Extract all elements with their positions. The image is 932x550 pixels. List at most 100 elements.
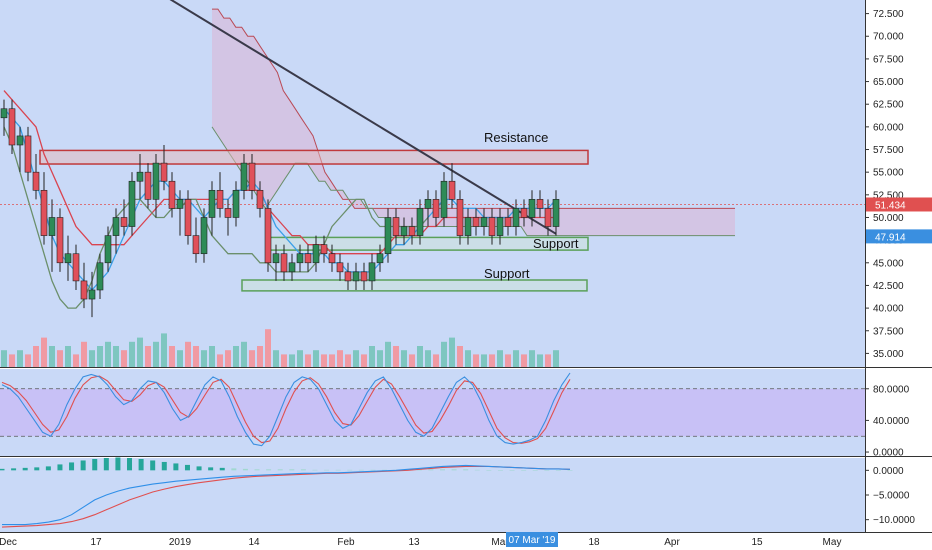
candle-body bbox=[328, 253, 336, 264]
macd-histogram-bar bbox=[277, 469, 283, 471]
candle-body bbox=[344, 271, 352, 282]
macd-histogram-bar bbox=[474, 469, 480, 471]
candle-body bbox=[464, 217, 472, 236]
volume-bar bbox=[361, 354, 367, 367]
macd-histogram-bar bbox=[289, 469, 295, 471]
volume-bar bbox=[129, 341, 135, 367]
volume-bar bbox=[89, 350, 95, 367]
candle-body bbox=[56, 217, 64, 264]
kijun-sen-line bbox=[3, 90, 556, 255]
price-tick-label: 42.500 bbox=[873, 281, 904, 292]
volume-bar bbox=[345, 354, 351, 367]
volume-bar bbox=[553, 350, 559, 367]
lagging-price-badge bbox=[866, 229, 932, 244]
volume-bar bbox=[393, 346, 399, 367]
candle-body bbox=[280, 253, 288, 273]
volume-bar bbox=[185, 341, 191, 367]
volume-bar bbox=[9, 354, 15, 367]
volume-bar bbox=[401, 350, 407, 367]
time-tick-label: Apr bbox=[664, 537, 680, 548]
volume-bar bbox=[161, 333, 167, 367]
macd-histogram-bar bbox=[555, 470, 561, 471]
macd-tick-label: −10.0000 bbox=[873, 515, 915, 526]
volume-bar bbox=[201, 350, 207, 367]
volume-bar bbox=[409, 354, 415, 367]
candle-body bbox=[408, 226, 416, 236]
macd-histogram-bar bbox=[266, 469, 272, 471]
candle-body bbox=[480, 217, 488, 227]
macd-histogram-bar bbox=[150, 460, 156, 471]
volume-bar bbox=[425, 350, 431, 367]
price-tick-label: 52.500 bbox=[873, 190, 904, 201]
candle-body bbox=[24, 135, 32, 173]
volume-bar bbox=[441, 341, 447, 367]
candle-body bbox=[264, 208, 272, 264]
volume-bar bbox=[369, 346, 375, 367]
macd-histogram-bar bbox=[300, 469, 306, 471]
macd-histogram-bar bbox=[138, 458, 144, 471]
candle-body bbox=[0, 108, 8, 119]
time-tick-label: 17 bbox=[90, 537, 102, 548]
volume-bar bbox=[65, 346, 71, 367]
candle-body bbox=[168, 180, 176, 209]
candle-body bbox=[160, 162, 168, 182]
macd-histogram-bar bbox=[11, 468, 17, 471]
macd-histogram-bar bbox=[451, 469, 457, 471]
candle-body bbox=[536, 199, 544, 209]
macd-histogram-bar bbox=[370, 469, 376, 471]
candle-body bbox=[336, 262, 344, 273]
volume-bar bbox=[497, 350, 503, 367]
support-zone-lower bbox=[241, 279, 588, 292]
stoch-tick-label: 80.0000 bbox=[873, 384, 910, 395]
volume-bar bbox=[281, 354, 287, 367]
time-tick-label: Mar bbox=[491, 537, 509, 548]
macd-pane bbox=[0, 457, 865, 532]
macd-histogram-bar bbox=[69, 462, 75, 471]
price-tick-label: 65.000 bbox=[873, 77, 904, 88]
macd-histogram-bar bbox=[242, 468, 248, 471]
candle-body bbox=[96, 262, 104, 291]
price-tick-label: 67.500 bbox=[873, 54, 904, 65]
price-tick-label: 45.000 bbox=[873, 258, 904, 269]
price-background bbox=[0, 0, 865, 367]
volume-bar bbox=[433, 354, 439, 367]
volume-bar bbox=[537, 354, 543, 367]
ichimoku-cloud bbox=[212, 9, 735, 236]
macd-tick-label: −5.0000 bbox=[873, 491, 910, 502]
macd-histogram-bar bbox=[544, 470, 550, 471]
candle-body bbox=[192, 235, 200, 255]
volume-bar bbox=[73, 354, 79, 367]
volume-bar bbox=[377, 350, 383, 367]
price-tick-label: 70.000 bbox=[873, 32, 904, 43]
candle-body bbox=[488, 217, 496, 236]
candle-body bbox=[232, 189, 240, 218]
price-tick-label: 37.500 bbox=[873, 326, 904, 337]
candle-body bbox=[224, 208, 232, 218]
volume-bar bbox=[505, 354, 511, 367]
volume-bar bbox=[153, 341, 159, 367]
volume-bar bbox=[273, 350, 279, 367]
axis-background bbox=[865, 0, 932, 550]
macd-histogram-bar bbox=[196, 466, 202, 471]
candle-body bbox=[392, 217, 400, 236]
macd-histogram-bar bbox=[34, 467, 40, 471]
macd-histogram-bar bbox=[567, 470, 573, 471]
volume-bar bbox=[121, 350, 127, 367]
stoch-tick-label: 40.0000 bbox=[873, 416, 910, 427]
macd-histogram-bar bbox=[161, 461, 167, 471]
macd-histogram-bar bbox=[80, 460, 86, 471]
price-tick-label: 72.500 bbox=[873, 9, 904, 20]
candle-body bbox=[40, 189, 48, 236]
volume-bar bbox=[113, 346, 119, 367]
time-tick-label: 15 bbox=[751, 537, 763, 548]
macd-histogram-bar bbox=[173, 463, 179, 471]
candle-body bbox=[432, 199, 440, 218]
volume-bar bbox=[521, 354, 527, 367]
volume-bar bbox=[329, 354, 335, 367]
candle-body bbox=[112, 217, 120, 236]
volume-bar bbox=[545, 354, 551, 367]
candle-body bbox=[528, 199, 536, 218]
macd-line bbox=[2, 464, 571, 526]
price-tick-label: 50.000 bbox=[873, 213, 904, 224]
